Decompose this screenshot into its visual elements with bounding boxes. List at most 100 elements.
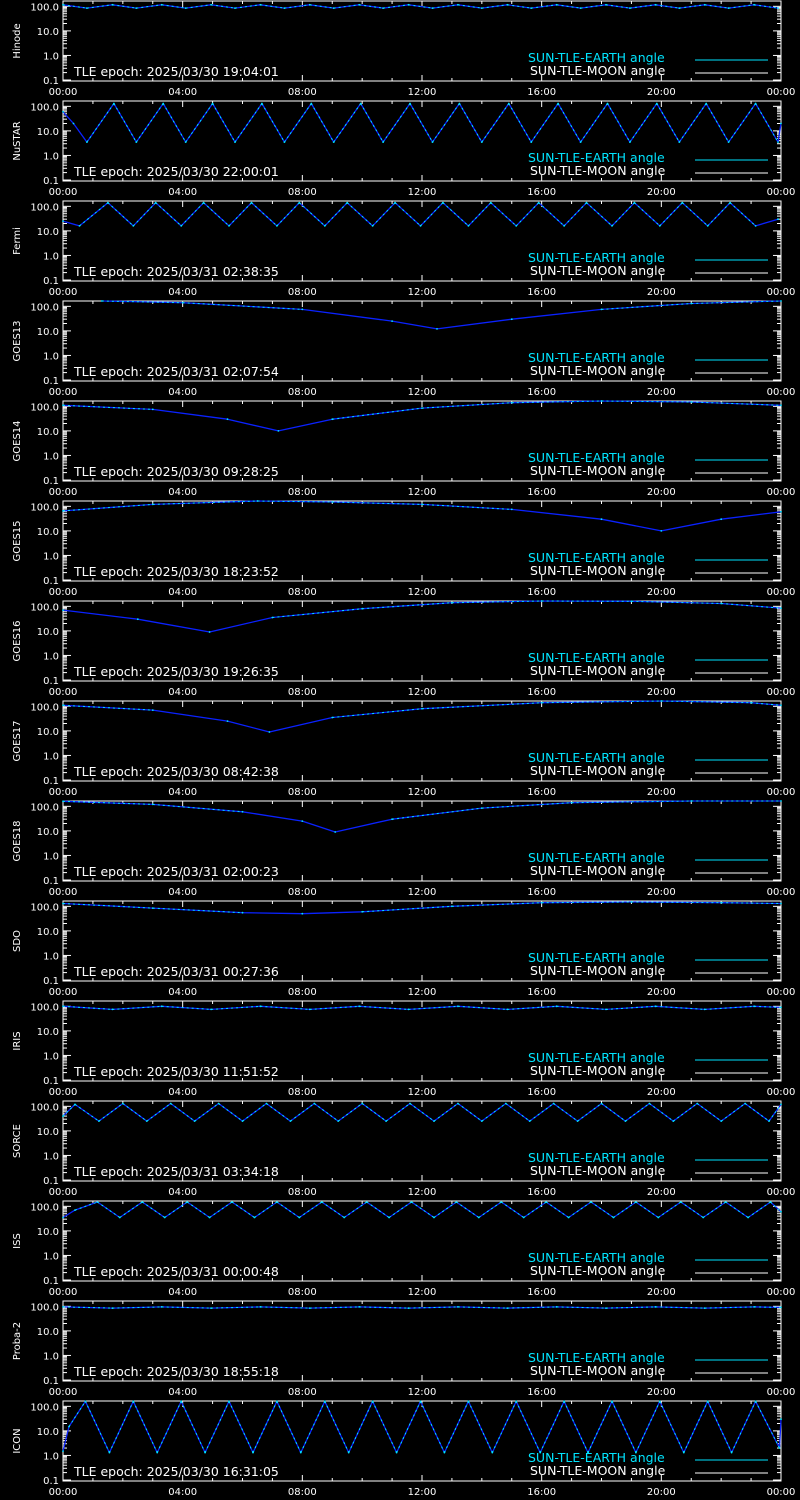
data-point (226, 720, 229, 722)
tle-epoch-label: TLE epoch: 2025/03/30 18:23:52 (73, 564, 279, 579)
data-point (451, 905, 453, 908)
data-point (455, 1201, 458, 1203)
satellite-label: GOES18 (12, 820, 23, 861)
x-tick-label: 04:00 (168, 87, 197, 98)
data-point (228, 1400, 230, 1403)
legend-earth-label: SUN-TLE-EARTH angle (528, 50, 665, 65)
x-tick-label: 00:00 (767, 787, 796, 798)
x-tick-label: 12:00 (408, 987, 437, 998)
data-point (347, 1451, 350, 1454)
y-tick-label: 0.1 (43, 1276, 59, 1287)
data-point (491, 1451, 494, 1454)
data-point (780, 1306, 782, 1309)
data-point (753, 3, 755, 6)
data-point (111, 3, 114, 6)
x-tick-label: 00:00 (49, 1287, 78, 1298)
y-tick-label: 100.0 (30, 102, 59, 113)
data-point (298, 1216, 301, 1219)
series-line-sun-tle-earth (62, 1102, 782, 1122)
data-point (744, 1102, 746, 1105)
y-tick-label: 1.0 (43, 151, 59, 162)
data-point (276, 1400, 278, 1403)
data-point (343, 1216, 346, 1219)
data-point (391, 320, 393, 322)
data-point (331, 418, 334, 421)
x-tick-label: 00:00 (49, 887, 78, 898)
data-point (62, 220, 64, 223)
data-point (320, 1201, 323, 1203)
x-tick-label: 16:00 (527, 787, 556, 798)
legend-earth-label: SUN-TLE-EARTH angle (528, 1350, 665, 1365)
y-tick-label: 1.0 (43, 751, 59, 762)
y-tick-label: 100.0 (30, 1002, 59, 1013)
data-point (259, 1005, 262, 1008)
data-point (590, 1201, 592, 1203)
legend-moon-label: SUN-TLE-MOON angle (530, 463, 666, 478)
data-point (365, 1201, 368, 1203)
tle-epoch-label: TLE epoch: 2025/03/30 11:51:52 (73, 1064, 279, 1079)
series-line-sun-tle-earth (62, 103, 782, 143)
series-line-sun-tle-earth (62, 901, 782, 915)
satellite-label: ISS (12, 1233, 23, 1249)
legend-moon-label: SUN-TLE-MOON angle (530, 1063, 666, 1078)
legend-earth-label: SUN-TLE-EARTH angle (528, 1050, 665, 1065)
legend-earth-label: SUN-TLE-EARTH angle (528, 350, 665, 365)
satellite-label: Hinode (12, 23, 23, 58)
y-tick-label: 1.0 (43, 851, 59, 862)
data-point (217, 1102, 220, 1105)
x-tick-label: 20:00 (647, 587, 676, 598)
data-point (385, 1120, 387, 1122)
series-highlight-sun-tle-earth (62, 400, 782, 420)
data-point (457, 3, 459, 6)
data-point (585, 201, 588, 204)
x-tick-label: 08:00 (288, 687, 317, 698)
y-tick-label: 0.1 (43, 276, 59, 287)
x-tick-label: 00:00 (767, 1187, 796, 1198)
data-point (436, 328, 438, 330)
data-point (208, 1216, 211, 1219)
y-tick-label: 1.0 (43, 651, 59, 662)
y-tick-label: 1.0 (43, 1251, 59, 1262)
data-point (605, 1008, 607, 1011)
data-point (654, 1306, 657, 1308)
data-point (332, 7, 335, 9)
y-tick-label: 0.1 (43, 76, 59, 87)
legend-moon-label: SUN-TLE-MOON angle (530, 563, 666, 578)
data-point (510, 318, 513, 321)
x-tick-label: 20:00 (647, 187, 676, 198)
legend-earth-label: SUN-TLE-EARTH angle (528, 1150, 665, 1165)
satellite-label: NuSTAR (12, 121, 23, 160)
x-tick-label: 00:00 (49, 187, 78, 198)
data-point (250, 201, 253, 204)
data-point (256, 500, 259, 502)
data-point (678, 141, 681, 144)
data-point (298, 201, 301, 204)
x-tick-label: 04:00 (168, 687, 197, 698)
data-point (62, 1005, 64, 1008)
legend-earth-label: SUN-TLE-EARTH angle (528, 750, 665, 765)
legend-moon-label: SUN-TLE-MOON angle (530, 1263, 666, 1278)
data-point (540, 600, 543, 602)
legend-earth-label: SUN-TLE-EARTH angle (528, 150, 665, 165)
data-point (145, 1120, 148, 1122)
data-point (555, 3, 558, 6)
y-tick-label: 100.0 (30, 2, 59, 13)
data-point (180, 225, 183, 227)
data-point (421, 407, 423, 409)
data-point (451, 601, 453, 604)
data-point (727, 7, 730, 9)
x-tick-label: 00:00 (767, 687, 796, 698)
data-point (567, 1216, 570, 1219)
data-point (162, 102, 165, 105)
x-tick-label: 20:00 (647, 1187, 676, 1198)
data-point (86, 7, 88, 9)
y-tick-label: 0.1 (43, 976, 59, 987)
data-point (308, 3, 311, 6)
tle-epoch-label: TLE epoch: 2025/03/31 00:27:36 (73, 964, 279, 979)
data-point (690, 800, 693, 802)
x-tick-label: 08:00 (288, 387, 317, 398)
data-point (68, 1425, 70, 1428)
data-point (537, 201, 540, 204)
